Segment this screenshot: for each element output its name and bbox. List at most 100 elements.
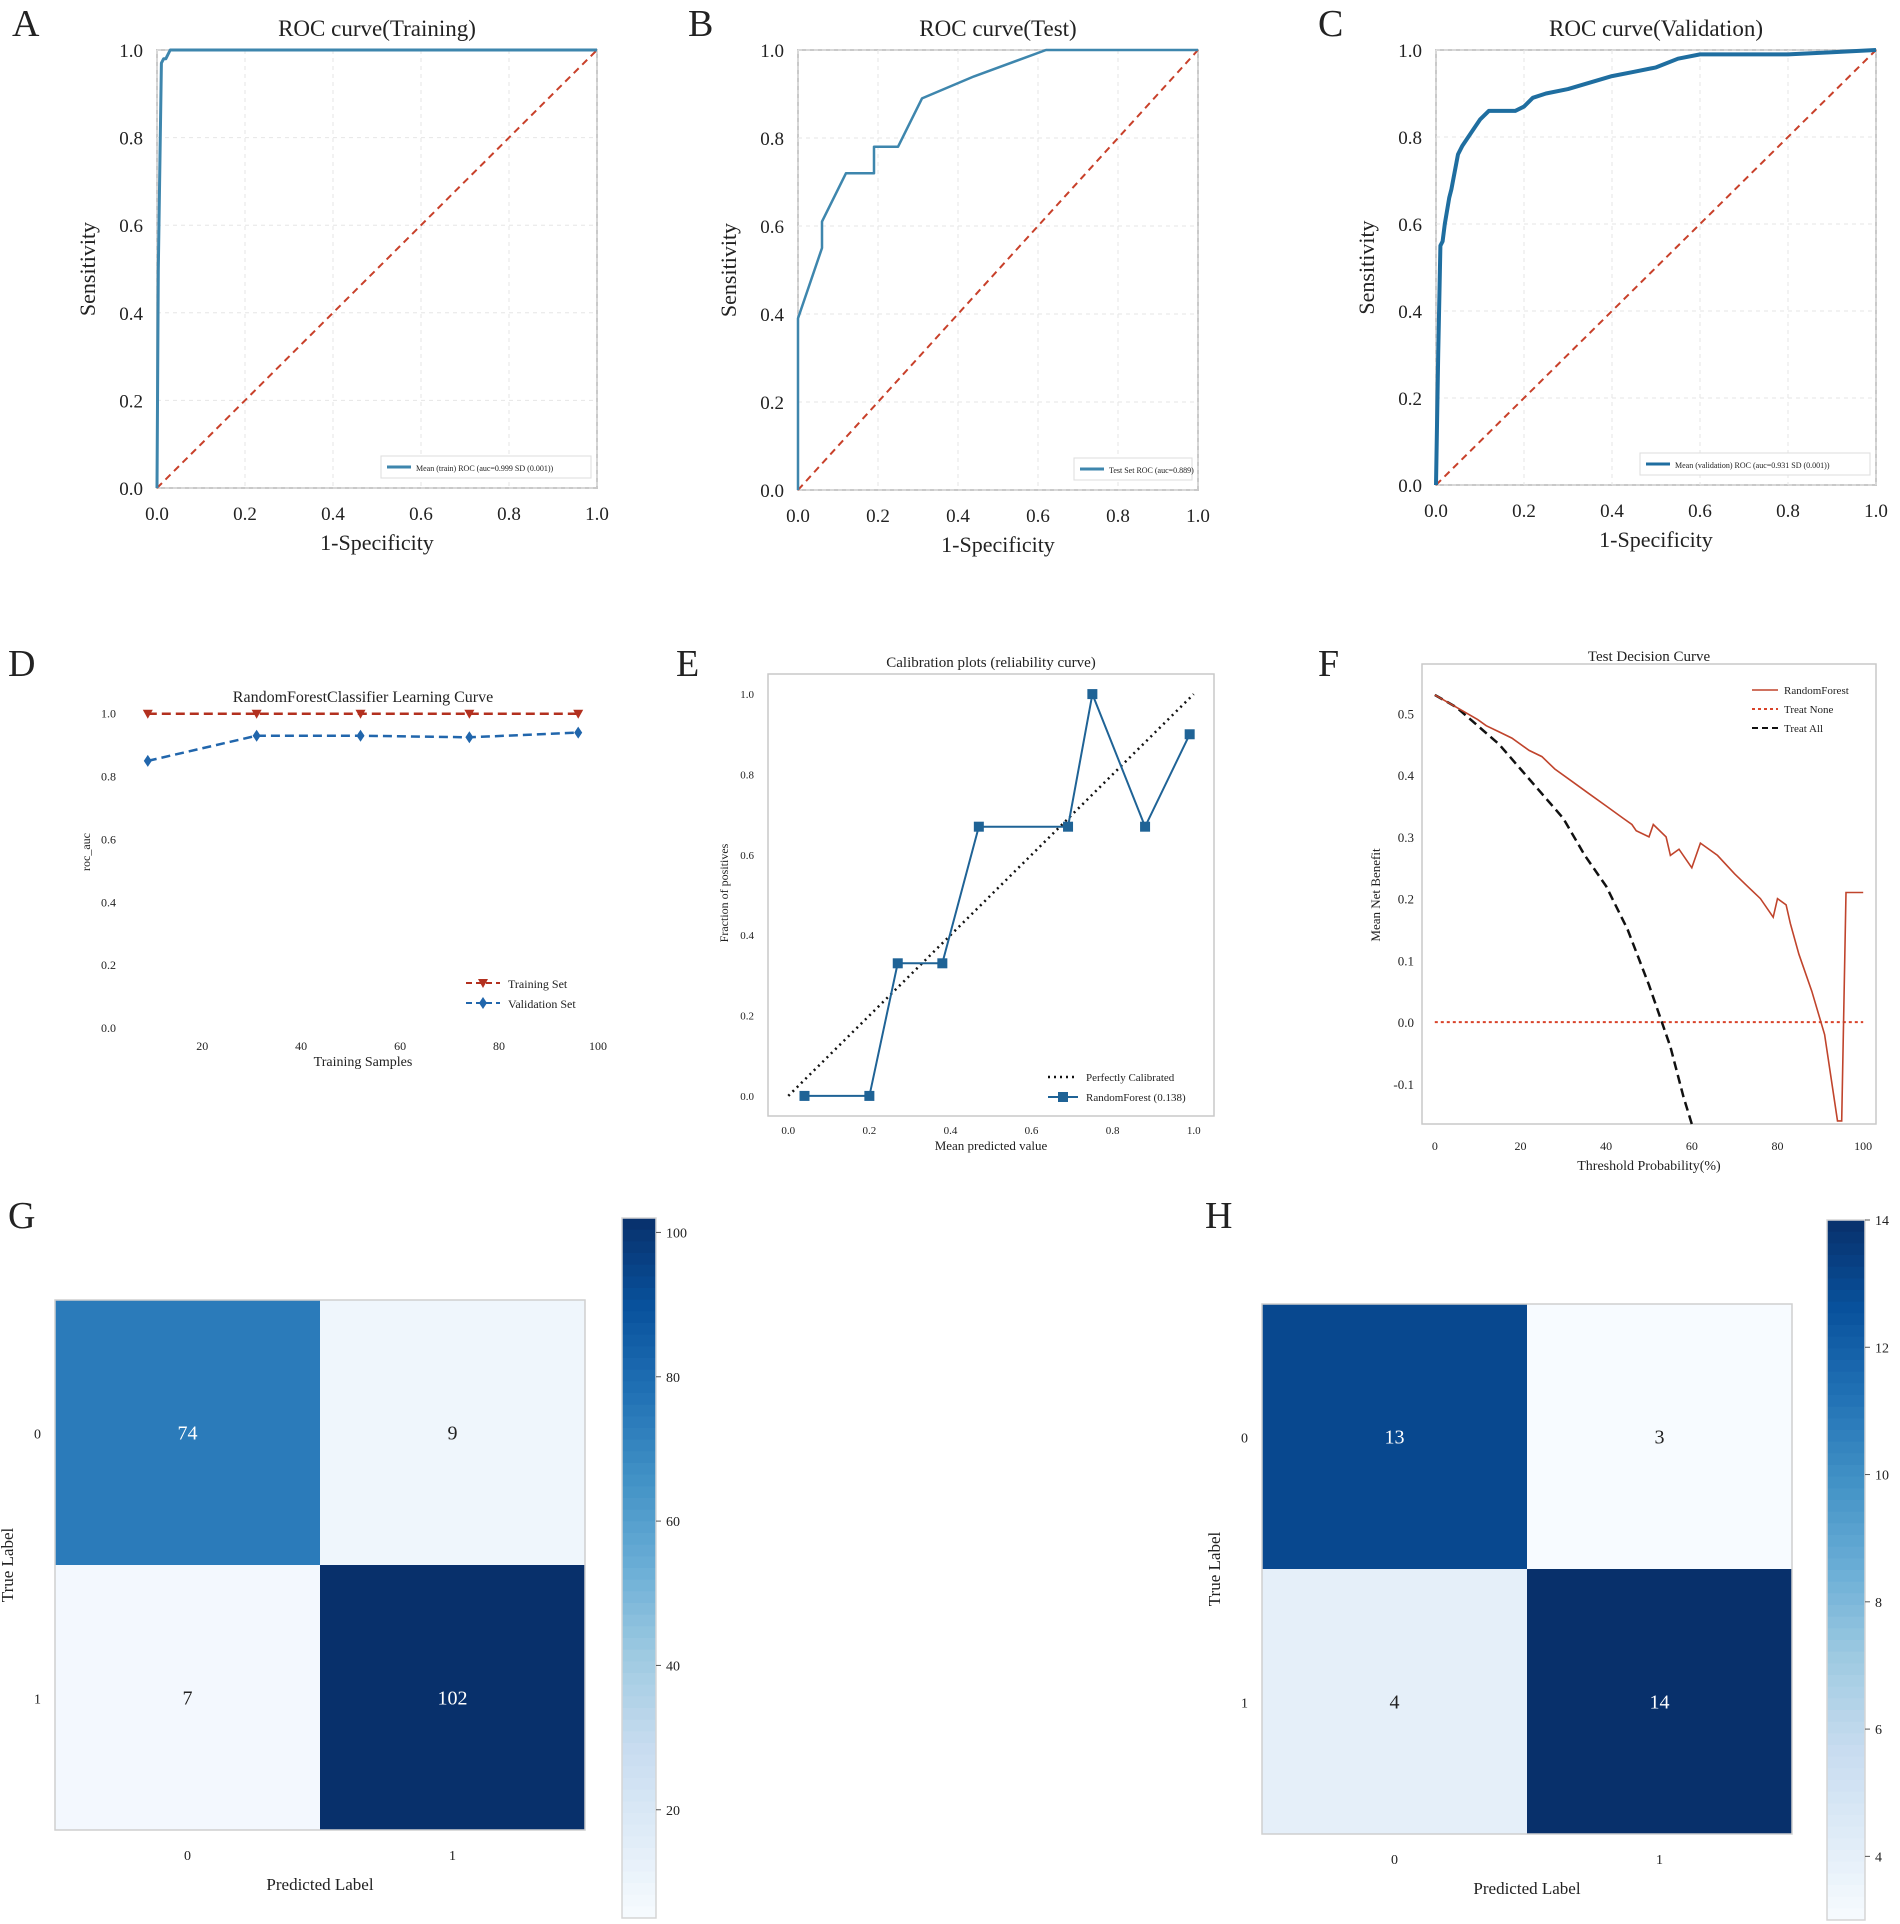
confusion-matrix-test-colorbar-strip [1827, 1488, 1865, 1501]
roc-validation-y-tick-label: 0.4 [1398, 302, 1422, 323]
confusion-matrix-test-colorbar-strip [1827, 1278, 1865, 1291]
learning-curve-legend-validation-marker [479, 997, 487, 1009]
learning-curve-x-tick-label: 100 [589, 1039, 607, 1053]
confusion-matrix-test-colorbar-tick-label: 6 [1875, 1723, 1882, 1738]
roc-validation-y-tick-label: 0.8 [1398, 128, 1422, 149]
confusion-matrix-train-colorbar-strip [622, 1673, 656, 1686]
confusion-matrix-test-colorbar-frame [1826, 1219, 1866, 1921]
confusion-matrix-train-cell [55, 1300, 320, 1565]
calibration-y-tick-label: 0.0 [740, 1091, 754, 1103]
decision-curve-x-tick-label: 20 [1515, 1139, 1527, 1153]
roc-validation-x-tick-label: 1.0 [1864, 501, 1888, 522]
roc-validation-y-axis-label: Sensitivity [1354, 220, 1379, 314]
confusion-matrix-train-y-tick-label: 0 [34, 1428, 41, 1443]
confusion-matrix-test-colorbar-strip [1827, 1803, 1865, 1816]
decision-curve-x-tick-label: 100 [1854, 1139, 1872, 1153]
learning-curve-title: RandomForestClassifier Learning Curve [233, 689, 493, 706]
confusion-matrix-test-colorbar-strip [1827, 1605, 1865, 1618]
confusion-matrix-train-colorbar-strip [622, 1533, 656, 1546]
confusion-matrix-train-colorbar-strip [622, 1813, 656, 1826]
roc-test-y-tick-label: 0.4 [760, 305, 784, 326]
confusion-matrix-train-colorbar-strip [622, 1801, 656, 1814]
panel-letter-f: F [1318, 643, 1339, 685]
confusion-matrix-test-colorbar-strip [1827, 1686, 1865, 1699]
roc-test-chance-line [797, 49, 1199, 491]
panel-letter-g: G [8, 1195, 35, 1237]
confusion-matrix-train-colorbar-strip [622, 1381, 656, 1394]
calibration-x-tick-label: 0.4 [944, 1125, 958, 1137]
confusion-matrix-train-cell-value: 74 [178, 1423, 198, 1445]
confusion-matrix-test-matrix-frame [1261, 1303, 1793, 1835]
learning-curve-y-tick-label: 0.8 [101, 770, 116, 784]
confusion-matrix-test-colorbar-strip [1827, 1360, 1865, 1373]
confusion-matrix-train-colorbar-strip [622, 1229, 656, 1242]
confusion-matrix-train-colorbar-strip [622, 1323, 656, 1336]
roc-train-x-tick-label: 0.6 [409, 504, 433, 525]
confusion-matrix-train-y-axis-label: True Label [0, 1528, 17, 1603]
confusion-matrix-train-colorbar-strip [622, 1568, 656, 1581]
decision-curve-y-tick-label: 0.3 [1398, 830, 1414, 845]
confusion-matrix-train-colorbar-strip [622, 1544, 656, 1557]
decision-curve-legend-randomforest-label: RandomForest [1784, 685, 1849, 697]
confusion-matrix-test-colorbar-tick-label: 12 [1875, 1341, 1889, 1356]
roc-train-roc-line [155, 48, 597, 489]
roc-train-y-tick-label: 0.2 [119, 391, 143, 412]
roc-test-x-tick-label: 0.4 [946, 506, 970, 527]
roc-test-roc-line [796, 48, 1198, 490]
confusion-matrix-train-colorbar-strip [622, 1719, 656, 1732]
confusion-matrix-test-colorbar-strip [1827, 1698, 1865, 1711]
calibration-x-tick-label: 0.8 [1106, 1125, 1120, 1137]
roc-test-legend-label: Test Set ROC (auc=0.889) [1109, 466, 1194, 475]
calibration-randomforest-point [937, 958, 948, 969]
confusion-matrix-train-cell-value: 102 [438, 1688, 468, 1710]
decision-curve-title: Test Decision Curve [1588, 649, 1711, 665]
confusion-matrix-train-x-axis-label: Predicted Label [266, 1875, 373, 1894]
confusion-matrix-train-colorbar-strip [622, 1241, 656, 1254]
confusion-matrix-train-x-tick-label: 1 [449, 1849, 456, 1864]
confusion-matrix-train-colorbar-strip [622, 1346, 656, 1359]
roc-train-x-tick-label: 1.0 [585, 504, 609, 525]
decision-curve-y-axis-label: Mean Net Benefit [1368, 848, 1383, 942]
decision-curve-y-tick-label: 0.2 [1398, 892, 1414, 907]
confusion-matrix-test-colorbar-strip [1827, 1500, 1865, 1513]
confusion-matrix-train-colorbar-tick-label: 40 [666, 1659, 680, 1674]
confusion-matrix-train-colorbar-tick-label: 60 [666, 1515, 680, 1530]
confusion-matrix-test-colorbar-strip [1827, 1465, 1865, 1478]
confusion-matrix-train-colorbar-tick-label: 80 [666, 1371, 680, 1386]
confusion-matrix-test-colorbar-strip [1827, 1791, 1865, 1804]
confusion-matrix-test-y-axis-label: True Label [1205, 1532, 1224, 1607]
roc-validation-roc-line [1434, 48, 1877, 486]
confusion-matrix-train-colorbar-strip [622, 1766, 656, 1779]
decision-curve-legend-treat-none-label: Treat None [1784, 704, 1834, 716]
calibration-x-tick-label: 1.0 [1187, 1125, 1201, 1137]
confusion-matrix-test-colorbar-strip [1827, 1476, 1865, 1489]
roc-validation-y-tick-label: 0.0 [1398, 476, 1422, 497]
confusion-matrix-test-colorbar-strip [1827, 1745, 1865, 1758]
decision-curve-x-axis-label: Threshold Probability(%) [1577, 1159, 1721, 1174]
roc-train-x-tick-label: 0.4 [321, 504, 345, 525]
confusion-matrix-test-cell-value: 14 [1650, 1692, 1670, 1714]
confusion-matrix-train-colorbar-strip [622, 1276, 656, 1289]
confusion-matrix-test-colorbar-strip [1827, 1546, 1865, 1559]
confusion-matrix-train-colorbar-strip [622, 1521, 656, 1534]
confusion-matrix-test-colorbar-strip [1827, 1593, 1865, 1606]
calibration-legend-randomforest-marker [1058, 1092, 1068, 1102]
confusion-matrix-train-colorbar-strip [622, 1428, 656, 1441]
learning-curve-validation-point [252, 729, 261, 742]
learning-curve-legend-validation-label: Validation Set [508, 997, 576, 1011]
confusion-matrix-train-colorbar-strip [622, 1696, 656, 1709]
roc-test-y-tick-label: 1.0 [760, 41, 784, 62]
learning-curve-y-axis-label: roc_auc [79, 833, 93, 871]
confusion-matrix-test-colorbar-strip [1827, 1885, 1865, 1898]
confusion-matrix-train-colorbar-strip [622, 1638, 656, 1651]
confusion-matrix-train-colorbar-strip [622, 1871, 656, 1884]
confusion-matrix-train-y-tick-label: 1 [34, 1693, 41, 1708]
confusion-matrix-test-colorbar-strip [1827, 1441, 1865, 1454]
confusion-matrix-test-colorbar-strip [1827, 1826, 1865, 1839]
panel-letter-c: C [1318, 3, 1343, 45]
confusion-matrix-test-cell [1527, 1304, 1792, 1569]
calibration-plot-frame [767, 673, 1215, 1117]
confusion-matrix-train-colorbar-strip [622, 1393, 656, 1406]
calibration-randomforest-point [1063, 821, 1074, 832]
